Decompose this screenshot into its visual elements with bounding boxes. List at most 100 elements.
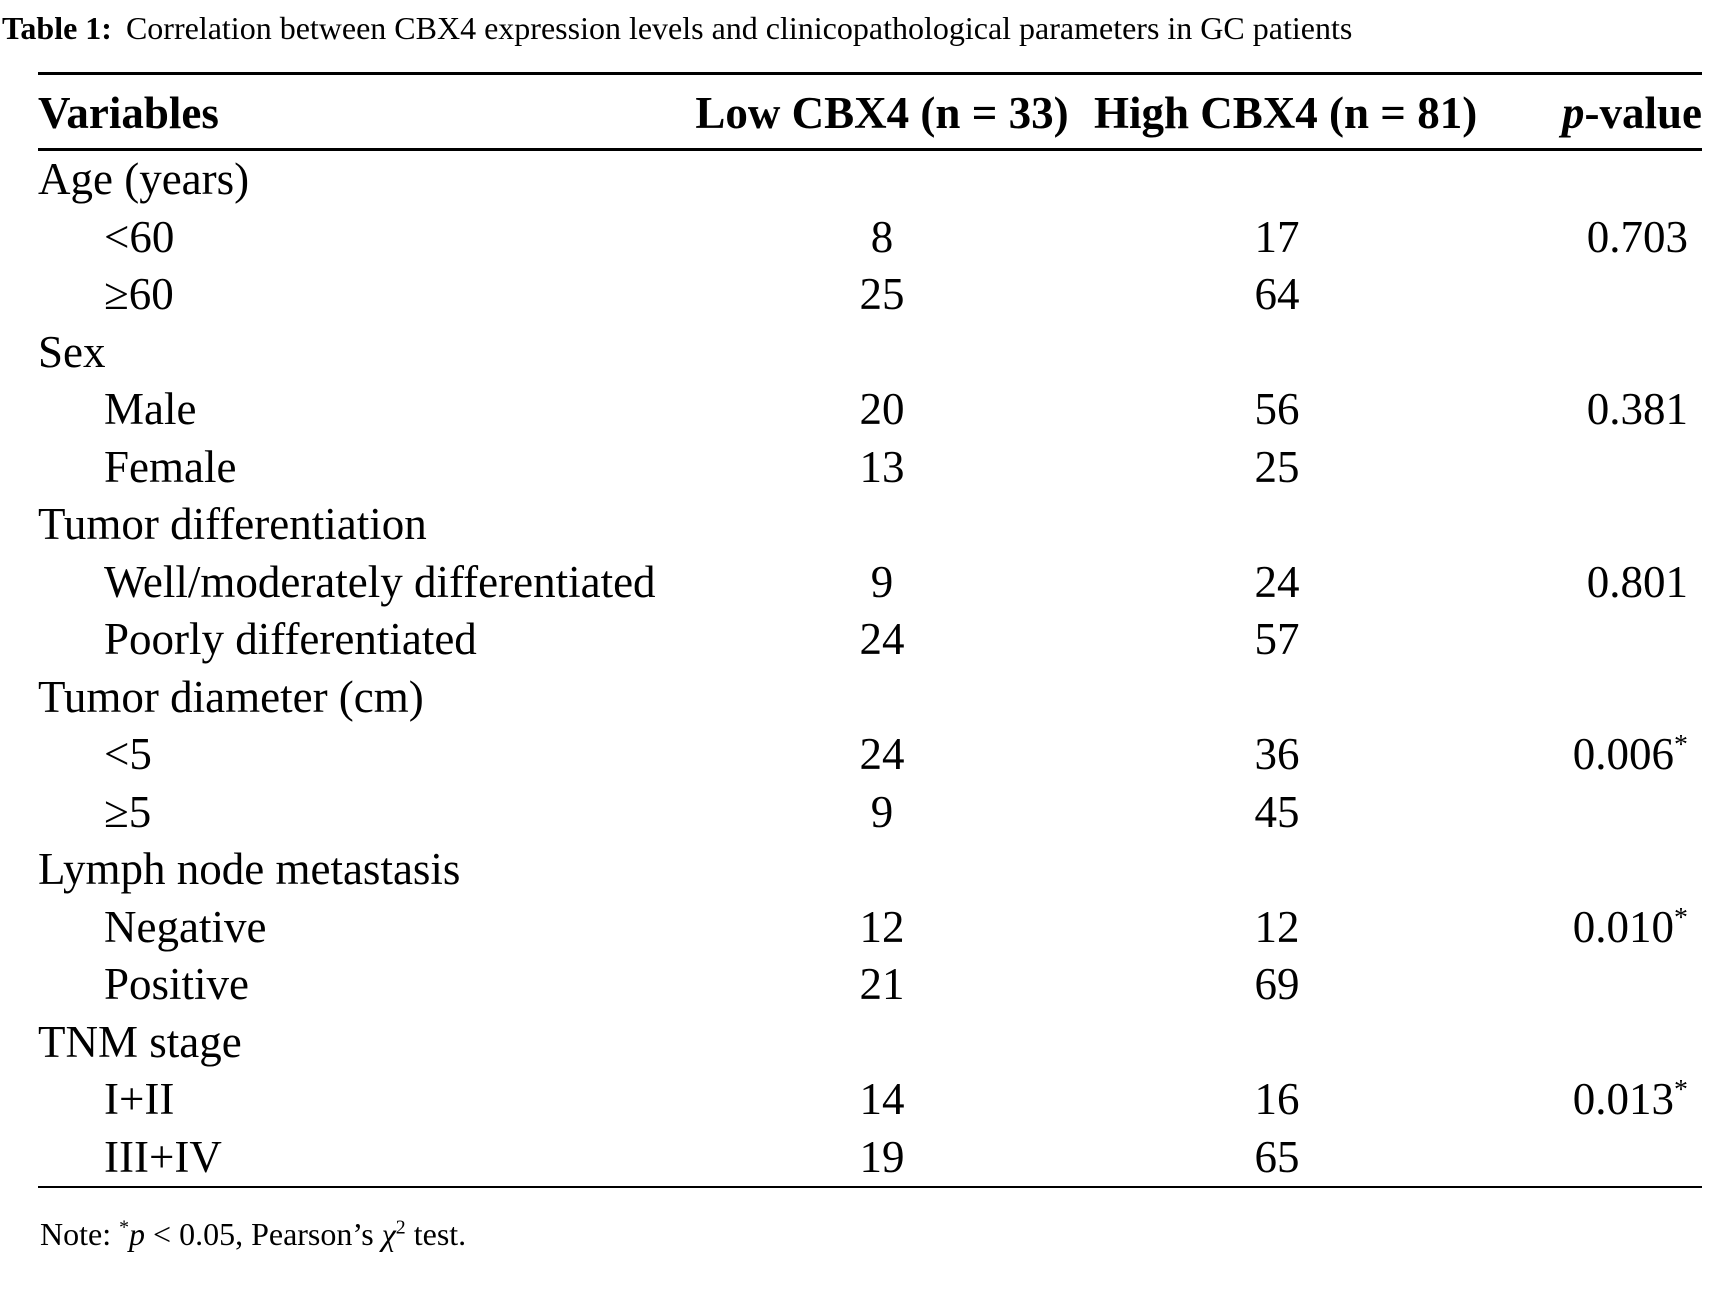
cell-high: 56 [1254,384,1300,434]
cell-low [670,841,1094,899]
table-row-category: Lymph node metastasis [38,841,1702,899]
table-row-category: Tumor diameter (cm) [38,669,1702,727]
clinicopathological-table: Variables Low CBX4 (n = 33) High CBX4 (n… [38,72,1702,1188]
cell-low: 8 [870,211,894,262]
table-row: ≥60 25 64 [38,266,1702,324]
cell-variable: Age (years) [38,154,250,204]
table-row: <60 8 17 0.703 [38,209,1702,267]
cell-variable: III+IV [104,1131,222,1182]
cell-low [670,324,1094,382]
cell-p-value [1460,439,1702,497]
cell-variable: I+II [104,1074,175,1124]
cell-variable: Female [104,441,237,492]
significance-star: * [1674,901,1688,933]
cell-high [1094,496,1460,554]
cell-high [1094,150,1460,209]
table-row: Negative 12 12 0.010* [38,899,1702,957]
footnote-mid: < 0.05, Pearson’s [145,1216,382,1252]
cell-high [1094,841,1460,899]
cell-variable: Poorly differentiated [104,614,477,664]
cell-high: 65 [1254,1131,1300,1182]
significance-star: * [1674,729,1688,760]
cell-p-value [1460,841,1702,899]
cell-low [670,496,1094,554]
table-row: Female 13 25 [38,439,1702,497]
cell-p-value: 0.013* [1572,1074,1688,1124]
column-header-variables: Variables [38,73,670,151]
cell-low: 9 [870,556,894,607]
table-row: Positive 21 69 [38,956,1702,1014]
cell-p-value [1460,956,1702,1014]
cell-p-value [1460,669,1702,727]
cell-low: 20 [859,384,905,434]
cell-low [670,669,1094,727]
cell-low [670,1014,1094,1072]
cell-p-value: 0.801 [1586,556,1688,607]
cell-low: 24 [859,614,905,664]
table-row: ≥5 9 45 [38,784,1702,842]
table-row-category: Tumor differentiation [38,496,1702,554]
cell-high: 45 [1254,786,1300,837]
table-row: <5 24 36 0.006* [38,726,1702,784]
table-caption: Table 1: Correlation between CBX4 express… [2,8,1726,48]
chi-exponent: 2 [395,1216,406,1239]
cell-high: 16 [1254,1074,1300,1124]
table-caption-text: Correlation between CBX4 expression leve… [125,10,1353,46]
cell-variable: <60 [104,211,175,262]
table-caption-label: Table 1: [2,10,112,46]
table-row-category: Sex [38,324,1702,382]
p-value-italic-p: p [1562,88,1585,138]
table-footnote: Note: *p < 0.05, Pearson’s χ2 test. [40,1214,1726,1256]
cell-variable: TNM stage [38,1016,242,1067]
cell-p-value: 0.381 [1586,384,1688,434]
cell-variable: ≥60 [104,269,174,319]
table-header-row: Variables Low CBX4 (n = 33) High CBX4 (n… [38,73,1703,151]
cell-high: 36 [1254,729,1300,779]
footnote-italic-p: p [129,1216,146,1252]
table-row-category: TNM stage [38,1014,1702,1072]
cell-p-value: 0.010* [1572,901,1688,952]
cell-high: 69 [1254,959,1300,1009]
significance-star: * [1674,1074,1688,1105]
table-row: I+II 14 16 0.013* [38,1071,1702,1129]
cell-high: 12 [1254,901,1300,952]
chi-symbol: χ [381,1216,396,1252]
table-row: Well/moderately differentiated 9 24 0.80… [38,554,1702,612]
cell-low: 21 [859,959,905,1009]
table-row: III+IV 19 65 [38,1129,1702,1188]
cell-p-value [1460,611,1702,669]
cell-high: 64 [1254,269,1300,319]
cell-low: 12 [859,901,905,952]
cell-low: 19 [859,1131,905,1182]
p-value-rest: -value [1584,88,1703,138]
cell-p-value [1460,266,1702,324]
column-header-high-cbx4: High CBX4 (n = 81) [1094,73,1477,151]
table-row: Poorly differentiated 24 57 [38,611,1702,669]
cell-high: 57 [1254,614,1300,664]
cell-variable: Tumor diameter (cm) [38,671,424,722]
significance-star: * [119,1216,130,1239]
cell-low: 13 [859,441,905,492]
cell-low [670,150,1094,209]
cell-variable: Positive [104,959,250,1009]
column-header-p-value: p-value [1460,73,1703,151]
cell-variable: <5 [104,729,152,779]
cell-p-value: 0.703 [1586,211,1688,262]
cell-variable: Male [104,384,197,434]
column-header-low-cbx4: Low CBX4 (n = 33) [670,73,1094,151]
table-row-category: Age (years) [38,150,1702,209]
cell-p-value [1460,496,1702,554]
cell-p-value [1460,784,1702,842]
cell-low: 9 [870,786,894,837]
cell-variable: Sex [38,326,106,377]
cell-p-value [1460,150,1702,209]
cell-high [1094,1014,1460,1072]
cell-low: 24 [859,729,905,779]
cell-p-value [1460,1129,1702,1188]
cell-p-value [1460,324,1702,382]
cell-variable: ≥5 [104,786,152,837]
table-row: Male 20 56 0.381 [38,381,1702,439]
cell-variable: Well/moderately differentiated [104,556,656,607]
cell-high: 24 [1254,556,1300,607]
cell-high: 17 [1254,211,1300,262]
